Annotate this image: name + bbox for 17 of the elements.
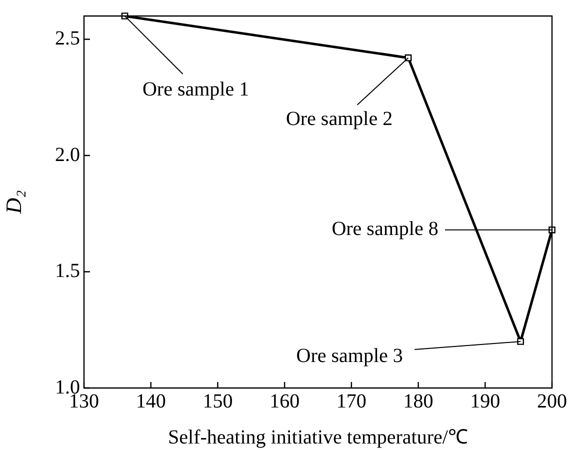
annotation: Ore sample 1	[142, 78, 250, 100]
x-tick-label: 150	[202, 390, 233, 412]
x-tick-label: 200	[537, 390, 567, 412]
y-axis-title: D₂	[0, 190, 26, 215]
x-tick-label: 140	[136, 390, 166, 412]
x-tick-label: 170	[336, 390, 366, 412]
annotation: Ore sample 3	[296, 344, 403, 367]
x-tick-label: 180	[403, 390, 434, 412]
y-tick-label: 1.5	[55, 260, 80, 282]
annotation: Ore sample 8	[332, 218, 438, 240]
y-tick-label: 2.0	[55, 144, 80, 166]
x-tick-label: 190	[470, 390, 500, 412]
x-tick-label: 160	[270, 390, 300, 412]
y-tick-label: 2.5	[55, 28, 80, 50]
point	[517, 338, 524, 345]
x-axis-title: Self-heating initiative temperature/℃	[168, 426, 468, 448]
annotation: Ore sample 2	[286, 108, 393, 130]
